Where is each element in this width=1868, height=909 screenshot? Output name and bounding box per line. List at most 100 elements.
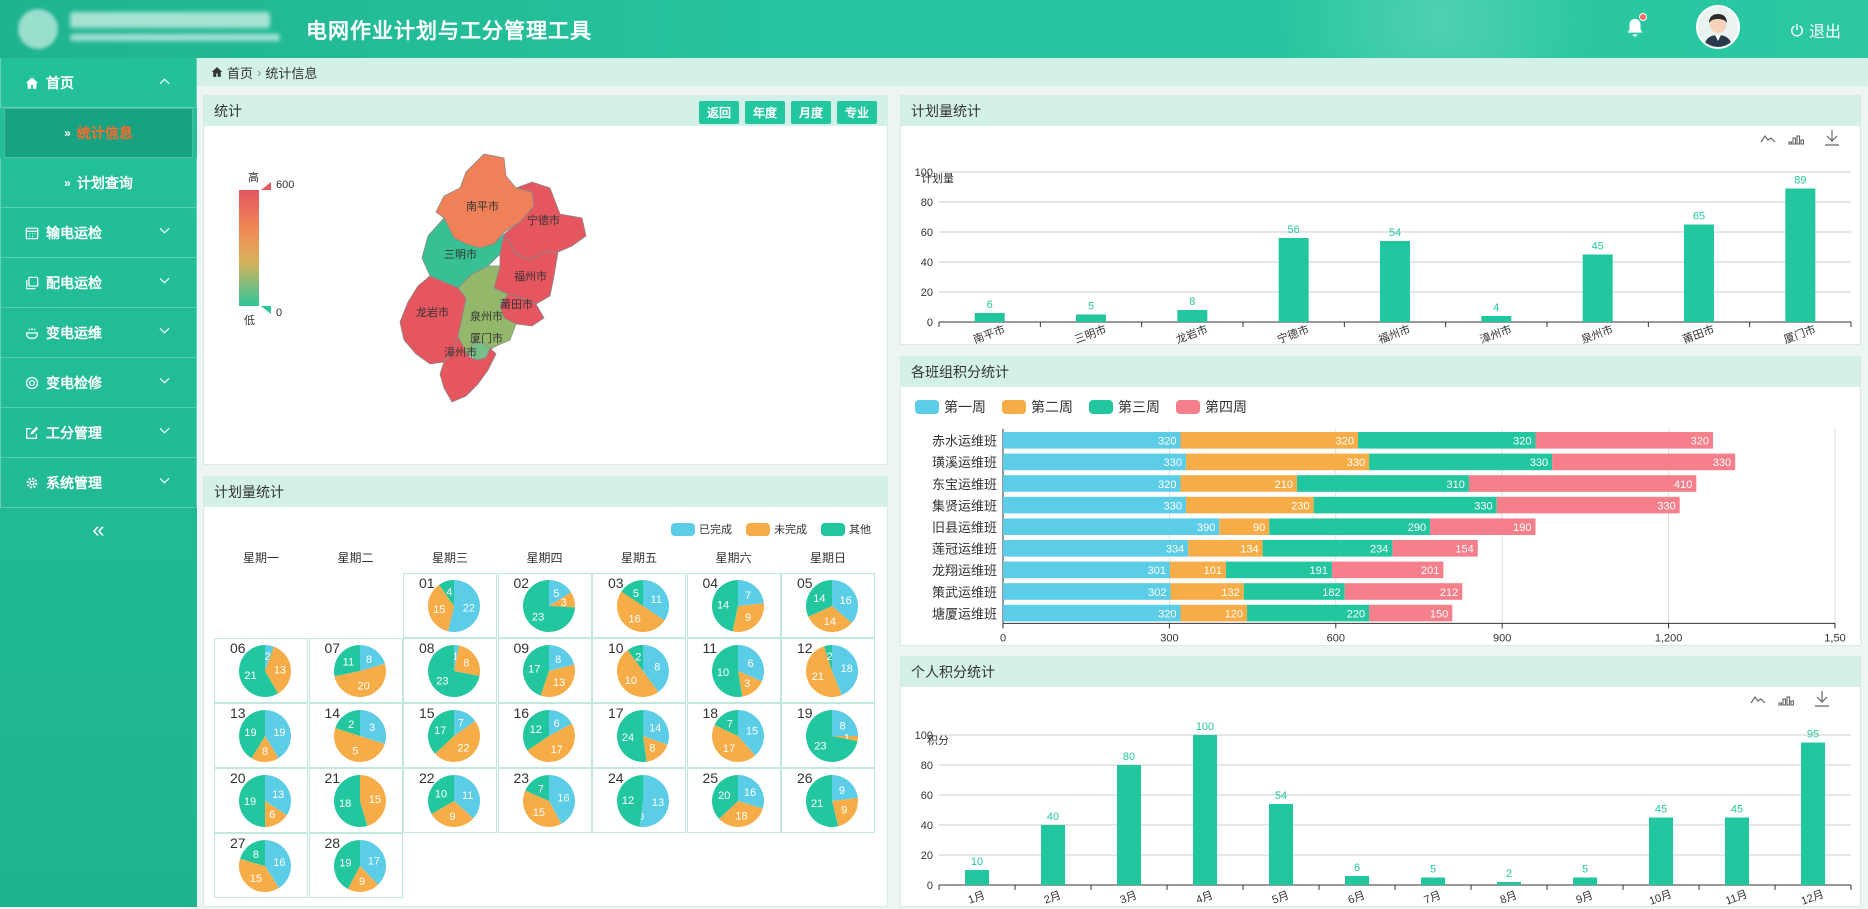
pie-slice[interactable]	[617, 710, 647, 762]
calendar-day-cell[interactable]: 26 9 9 21	[781, 768, 875, 833]
stacked-bar-segment[interactable]	[1535, 432, 1713, 449]
pie-slice[interactable]	[265, 801, 287, 827]
pie-slice[interactable]	[832, 736, 858, 742]
bar[interactable]	[1684, 224, 1714, 323]
legend-item[interactable]: 第四周	[1176, 397, 1247, 417]
pie-slice[interactable]	[359, 775, 386, 826]
stacked-bar-segment[interactable]	[1247, 604, 1370, 622]
pie-slice[interactable]	[428, 775, 454, 814]
pie-slice[interactable]	[434, 721, 480, 762]
bar[interactable]	[965, 870, 989, 885]
stacked-bar-segment[interactable]	[1552, 453, 1736, 471]
sidebar-collapse-button[interactable]: «	[0, 508, 197, 552]
pie-slice[interactable]	[737, 775, 764, 809]
legend-item[interactable]: 第一周	[915, 397, 986, 417]
bar-chart-toggle-icon[interactable]	[1788, 135, 1805, 145]
pie-slice[interactable]	[718, 801, 763, 827]
stacked-bar-segment[interactable]	[1369, 604, 1453, 622]
calendar-day-cell[interactable]: 06 2 13 21	[214, 638, 308, 703]
calendar-day-cell[interactable]: 15 7 22 17	[403, 703, 497, 768]
calendar-day-cell[interactable]: 09 8 13 17	[497, 638, 592, 703]
bar[interactable]	[1117, 765, 1141, 885]
stacked-bar-segment[interactable]	[1169, 561, 1226, 579]
pie-slice[interactable]	[639, 775, 669, 827]
sidebar-item-system[interactable]: 系统管理	[0, 458, 197, 508]
region-quanzhou[interactable]	[457, 265, 517, 357]
calendar-day-cell[interactable]: 23 16 15 7	[497, 768, 592, 833]
specialty-button[interactable]: 专业	[836, 101, 877, 124]
notification-bell-icon[interactable]	[1624, 13, 1647, 42]
calendar-day-cell[interactable]: 07 8 20 11	[308, 638, 403, 703]
legend-other[interactable]: 其他	[821, 521, 871, 537]
bar[interactable]	[1785, 188, 1816, 323]
pie-slice[interactable]	[643, 736, 668, 762]
bar[interactable]	[1380, 241, 1410, 322]
sidebar-subitem-stats[interactable]: » 统计信息	[4, 108, 193, 158]
stacked-bar-segment[interactable]	[1003, 475, 1181, 492]
pie-slice[interactable]	[526, 723, 575, 763]
pie-slice[interactable]	[522, 580, 575, 632]
calendar-day-cell[interactable]: 16 6 17 12	[497, 703, 592, 768]
scale-handle-top[interactable]	[261, 182, 271, 190]
sidebar-item-score-mgmt[interactable]: 工分管理	[0, 408, 197, 458]
pie-slice[interactable]	[824, 645, 832, 671]
pie-slice[interactable]	[334, 663, 386, 697]
bar[interactable]	[1573, 877, 1597, 886]
pie-slice[interactable]	[239, 710, 265, 759]
stacked-bar-segment[interactable]	[1180, 432, 1358, 449]
stacked-bar-segment[interactable]	[1392, 540, 1478, 557]
pie-slice[interactable]	[454, 645, 460, 671]
pie-slice[interactable]	[548, 710, 572, 736]
sidebar-item-distribution[interactable]: 配电运检	[0, 258, 197, 308]
pie-slice[interactable]	[454, 710, 476, 736]
visual-map-scale[interactable]	[239, 190, 259, 306]
stacked-bar-segment[interactable]	[1170, 583, 1244, 600]
pie-slice[interactable]	[737, 580, 764, 606]
scale-handle-bottom[interactable]	[261, 306, 271, 314]
bar[interactable]	[1801, 742, 1825, 886]
pie-slice[interactable]	[548, 645, 574, 671]
stacked-bar-segment[interactable]	[1003, 604, 1181, 622]
calendar-day-cell[interactable]: 2101518	[308, 768, 403, 833]
pie-slice[interactable]	[832, 580, 858, 624]
stacked-bar-segment[interactable]	[1003, 540, 1189, 557]
stacked-bar-segment[interactable]	[1369, 453, 1553, 471]
pie-slice[interactable]	[832, 645, 858, 696]
download-icon[interactable]	[1815, 691, 1829, 707]
legend-undone[interactable]: 未完成	[746, 521, 807, 537]
pie-slice[interactable]	[540, 664, 575, 697]
calendar-day-cell[interactable]: 20 13 6 19	[214, 768, 308, 833]
calendar-day-cell[interactable]: 28 17 9 19	[308, 833, 403, 898]
calendar-day-cell[interactable]: 02 5 3 23	[497, 573, 592, 638]
pie-slice[interactable]	[711, 724, 755, 762]
bar[interactable]	[1076, 314, 1106, 323]
pie-slice[interactable]	[524, 775, 549, 801]
pie-slice[interactable]	[359, 645, 385, 671]
back-button[interactable]: 返回	[698, 101, 739, 124]
pie-slice[interactable]	[832, 710, 858, 736]
pie-slice[interactable]	[832, 775, 858, 801]
pie-slice[interactable]	[806, 580, 832, 617]
pie-slice[interactable]	[522, 645, 549, 696]
sidebar-item-transmission[interactable]: 输电运检	[0, 208, 197, 258]
pie-slice[interactable]	[454, 645, 480, 677]
pie-slice[interactable]	[238, 645, 278, 697]
line-chart-toggle-icon[interactable]	[1760, 134, 1776, 143]
pie-slice[interactable]	[333, 775, 367, 827]
stacked-bar-segment[interactable]	[1496, 496, 1680, 514]
calendar-day-cell[interactable]: 14 3 5 2	[308, 703, 403, 768]
stacked-bar-segment[interactable]	[1003, 518, 1220, 535]
pie-slice[interactable]	[806, 775, 839, 827]
legend-item[interactable]: 第三周	[1089, 397, 1160, 417]
pie-slice[interactable]	[265, 710, 291, 759]
annual-button[interactable]: 年度	[744, 101, 785, 124]
pie-slice[interactable]	[333, 840, 360, 889]
stacked-bar-segment[interactable]	[1262, 540, 1393, 557]
pie-slice[interactable]	[548, 580, 571, 606]
pie-slice[interactable]	[643, 580, 669, 621]
pie-slice[interactable]	[439, 580, 454, 606]
pie-slice[interactable]	[454, 775, 480, 819]
pie-slice[interactable]	[621, 580, 643, 606]
stacked-bar-segment[interactable]	[1180, 604, 1248, 622]
pie-slice[interactable]	[428, 710, 454, 754]
